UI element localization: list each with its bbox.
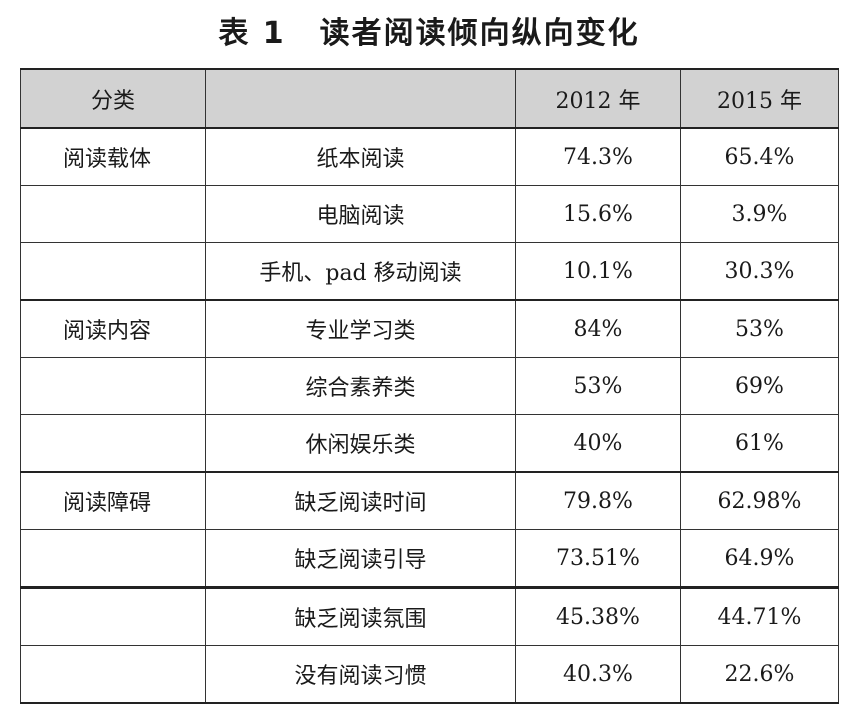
item-cell: 纸本阅读	[205, 127, 516, 186]
header-2015: 2015 年	[680, 68, 839, 129]
table-row: 缺乏阅读氛围 45.38% 44.71%	[20, 586, 839, 646]
category-cell	[20, 529, 206, 588]
item-cell: 缺乏阅读引导	[205, 529, 516, 588]
header-category: 分类	[20, 68, 206, 129]
value-2015-cell: 62.98%	[680, 471, 839, 530]
table-row: 没有阅读习惯 40.3% 22.6%	[20, 645, 839, 704]
category-cell	[20, 185, 206, 243]
header-row: 分类 2012 年 2015 年	[20, 68, 839, 129]
value-2012-cell: 40%	[515, 414, 681, 473]
reading-trend-table: 分类 2012 年 2015 年 阅读载体 纸本阅读 74.3% 65.4% 电…	[20, 68, 839, 704]
category-cell	[20, 645, 206, 704]
value-2012-cell: 40.3%	[515, 645, 681, 704]
value-2012-cell: 10.1%	[515, 242, 681, 301]
header-item	[205, 68, 516, 129]
category-cell: 阅读载体	[20, 127, 206, 186]
table-row: 手机、pad 移动阅读 10.1% 30.3%	[20, 242, 839, 301]
table-row: 综合素养类 53% 69%	[20, 357, 839, 415]
table-row: 阅读载体 纸本阅读 74.3% 65.4%	[20, 127, 839, 186]
value-2015-cell: 53%	[680, 299, 839, 358]
category-cell: 阅读内容	[20, 299, 206, 358]
value-2015-cell: 22.6%	[680, 645, 839, 704]
table-number: 表 1	[218, 16, 286, 51]
value-2012-cell: 53%	[515, 357, 681, 415]
item-cell: 专业学习类	[205, 299, 516, 358]
category-cell	[20, 414, 206, 473]
item-cell: 休闲娱乐类	[205, 414, 516, 473]
value-2015-cell: 69%	[680, 357, 839, 415]
table-row: 阅读障碍 缺乏阅读时间 79.8% 62.98%	[20, 471, 839, 530]
table-row: 休闲娱乐类 40% 61%	[20, 414, 839, 473]
item-cell: 缺乏阅读时间	[205, 471, 516, 530]
value-2015-cell: 3.9%	[680, 185, 839, 243]
value-2012-cell: 74.3%	[515, 127, 681, 186]
value-2012-cell: 73.51%	[515, 529, 681, 588]
value-2012-cell: 45.38%	[515, 586, 681, 646]
category-cell: 阅读障碍	[20, 471, 206, 530]
category-cell	[20, 242, 206, 301]
item-cell: 电脑阅读	[205, 185, 516, 243]
value-2015-cell: 61%	[680, 414, 839, 473]
value-2012-cell: 15.6%	[515, 185, 681, 243]
value-2012-cell: 84%	[515, 299, 681, 358]
value-2015-cell: 44.71%	[680, 586, 839, 646]
value-2015-cell: 64.9%	[680, 529, 839, 588]
value-2015-cell: 30.3%	[680, 242, 839, 301]
header-2012: 2012 年	[515, 68, 681, 129]
category-cell	[20, 586, 206, 646]
value-2012-cell: 79.8%	[515, 471, 681, 530]
item-cell: 没有阅读习惯	[205, 645, 516, 704]
item-cell: 综合素养类	[205, 357, 516, 415]
table-caption: 读者阅读倾向纵向变化	[319, 16, 640, 51]
category-cell	[20, 357, 206, 415]
table-row: 缺乏阅读引导 73.51% 64.9%	[20, 529, 839, 588]
table-row: 阅读内容 专业学习类 84% 53%	[20, 299, 839, 358]
table-title: 表 1 读者阅读倾向纵向变化	[0, 12, 858, 56]
item-cell: 手机、pad 移动阅读	[205, 242, 516, 301]
table-row: 电脑阅读 15.6% 3.9%	[20, 185, 839, 243]
item-cell: 缺乏阅读氛围	[205, 586, 516, 646]
value-2015-cell: 65.4%	[680, 127, 839, 186]
